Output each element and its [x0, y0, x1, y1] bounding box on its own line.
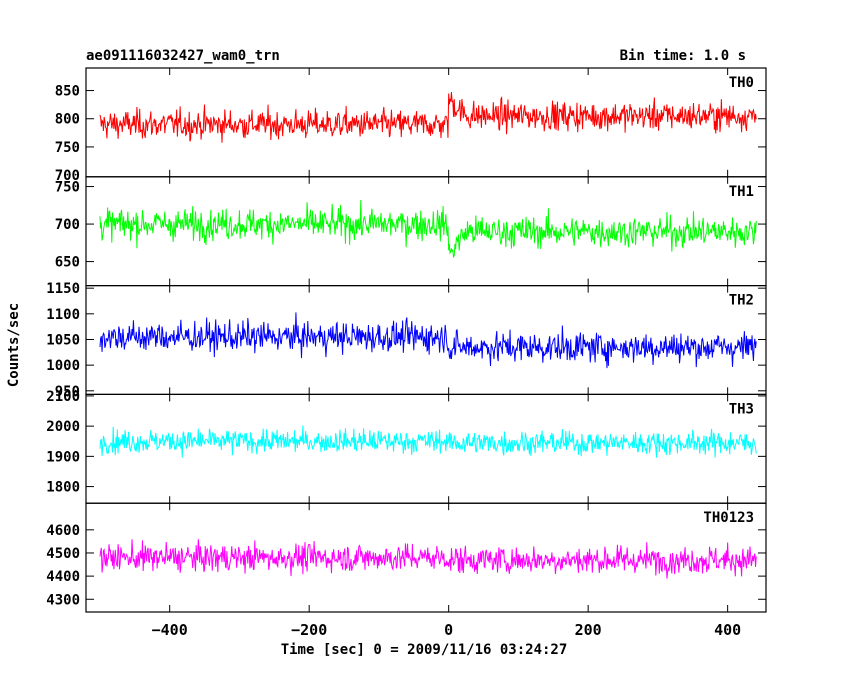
series-line-th1 [99, 199, 757, 258]
y-tick-label: 750 [55, 140, 80, 156]
series-line-th0123 [99, 539, 757, 579]
y-tick-label: 800 [55, 112, 80, 128]
x-tick-label: 200 [575, 621, 602, 639]
bin-time-label: Bin time: 1.0 s [620, 48, 746, 64]
panel-label-th0123: TH0123 [703, 510, 754, 526]
y-tick-label: 4400 [46, 569, 80, 585]
y-tick-label: 1800 [46, 480, 80, 496]
panel-label-th0: TH0 [729, 75, 754, 91]
x-axis-label: Time [sec] 0 = 2009/11/16 03:24:27 [281, 642, 568, 658]
y-tick-label: 1900 [46, 449, 80, 465]
y-tick-label: 1150 [46, 281, 80, 297]
series-line-th2 [99, 312, 757, 369]
y-tick-label: 2100 [46, 389, 80, 405]
y-tick-label: 700 [55, 168, 80, 184]
panel-label-th3: TH3 [729, 401, 754, 417]
x-tick-label: −400 [152, 621, 188, 639]
y-axis-label: Counts/sec [6, 303, 22, 387]
y-tick-label: 1050 [46, 332, 80, 348]
y-tick-label: 750 [55, 180, 80, 196]
x-tick-label: 400 [714, 621, 741, 639]
x-tick-label: 0 [444, 621, 453, 639]
x-tick-label: −200 [291, 621, 327, 639]
chart-title: ae091116032427_wam0_trn [86, 48, 280, 64]
series-line-th3 [99, 425, 757, 458]
series-line-th0 [99, 92, 757, 143]
y-tick-label: 4500 [46, 546, 80, 562]
panel-label-th1: TH1 [729, 184, 754, 200]
y-tick-label: 1100 [46, 307, 80, 323]
y-tick-label: 4300 [46, 592, 80, 608]
y-tick-label: 1000 [46, 358, 80, 374]
y-tick-label: 4600 [46, 523, 80, 539]
y-tick-label: 950 [55, 384, 80, 400]
y-tick-label: 2000 [46, 419, 80, 435]
y-tick-label: 700 [55, 217, 80, 233]
panel-label-th2: TH2 [729, 293, 754, 309]
y-tick-label: 650 [55, 255, 80, 271]
y-tick-label: 850 [55, 84, 80, 100]
panel-frame-th0123 [85, 502, 767, 613]
